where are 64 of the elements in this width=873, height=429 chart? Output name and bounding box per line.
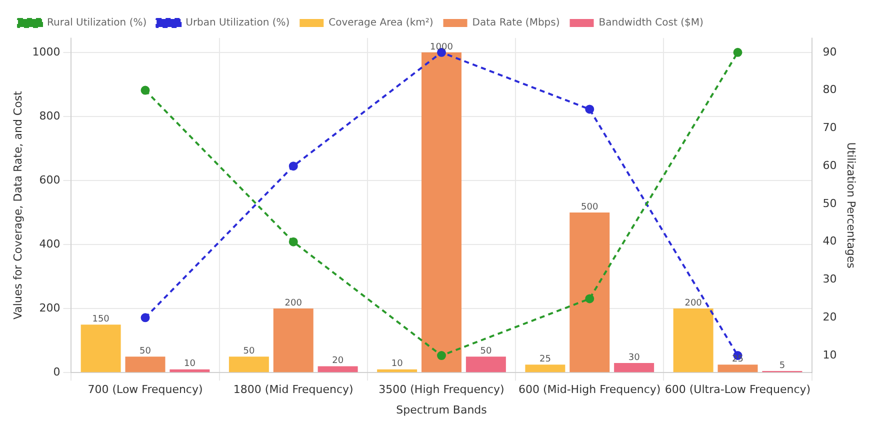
bar — [673, 308, 714, 372]
bar — [614, 362, 654, 372]
legend-label: Urban Utilization (%) — [186, 18, 290, 29]
y2-tick-label: 10 — [822, 348, 837, 362]
data-label: 150 — [92, 314, 110, 324]
y2-tick-label: 50 — [822, 196, 837, 210]
x-tick-label: 700 (Low Frequency) — [88, 383, 203, 396]
y-tick-label: 600 — [39, 173, 60, 186]
data-label: 5 — [779, 360, 786, 371]
y2-tick-label: 30 — [822, 272, 837, 286]
bar — [273, 308, 314, 372]
bar — [570, 212, 610, 372]
legend-label: Rural Utilization (%) — [47, 18, 147, 29]
bar — [718, 364, 758, 372]
y2-tick-label: 80 — [822, 83, 837, 96]
data-label: 1000 — [430, 42, 454, 52]
x-tick-label: 600 (Ultra-Low Frequency) — [664, 383, 811, 396]
point — [585, 294, 594, 304]
legend-label: Bandwidth Cost ($M) — [598, 18, 704, 29]
y-tick-label: 800 — [39, 109, 60, 122]
point — [437, 351, 446, 360]
data-label: 200 — [284, 298, 302, 308]
data-label: 50 — [140, 346, 152, 356]
y2-axis-title: Utilization Percentages — [844, 142, 858, 269]
bar — [525, 364, 566, 372]
y-tick-label: 200 — [39, 301, 60, 314]
y-axis-title: Values for Coverage, Data Rate, and Cost — [11, 90, 24, 320]
bar — [318, 366, 358, 372]
y2-tick-label: 40 — [822, 234, 837, 248]
x-axis-title: Spectrum Bands — [396, 403, 488, 416]
point — [585, 104, 594, 114]
data-label: 30 — [628, 352, 640, 363]
point — [140, 86, 150, 95]
bar — [170, 369, 210, 372]
data-label: 50 — [480, 346, 492, 356]
data-label: 500 — [581, 202, 598, 212]
x-tick-label: 3500 (High Frequency) — [378, 383, 504, 396]
point — [140, 313, 150, 322]
y-tick-label: 400 — [39, 237, 60, 250]
point — [733, 48, 742, 57]
data-label: 200 — [684, 298, 702, 308]
y2-tick-label: 90 — [822, 45, 837, 58]
bar — [422, 52, 462, 372]
bar — [228, 356, 269, 372]
data-label: 10 — [391, 359, 404, 370]
legend-label: Data Rate (Mbps) — [472, 18, 560, 29]
legend-label: Coverage Area (km²) — [328, 18, 434, 29]
y2-tick-label: 70 — [822, 121, 837, 134]
data-label: 50 — [243, 346, 255, 356]
bar — [466, 356, 506, 372]
data-label: 10 — [184, 359, 196, 370]
data-label: 20 — [332, 356, 344, 366]
x-tick-label: 600 (Mid-High Frequency) — [518, 383, 661, 396]
data-label: 25 — [539, 354, 551, 364]
bar — [125, 356, 166, 372]
point — [288, 237, 298, 246]
y2-tick-label: 20 — [822, 310, 837, 324]
x-tick-label: 1800 (Mid Frequency) — [233, 383, 354, 396]
bar — [377, 369, 418, 372]
bar — [80, 324, 121, 372]
point — [288, 162, 298, 171]
y2-tick-label: 60 — [822, 158, 837, 172]
y-tick-label: 0 — [53, 365, 60, 378]
y-tick-label: 1000 — [32, 45, 60, 58]
